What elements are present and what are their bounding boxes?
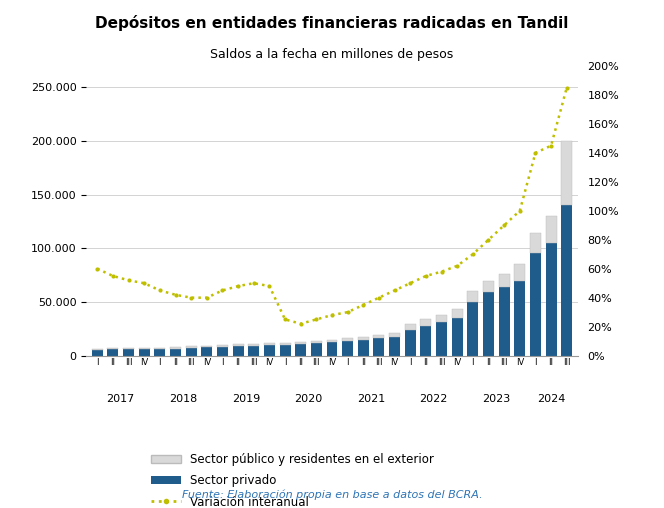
Bar — [123, 350, 134, 356]
Text: 2021: 2021 — [357, 395, 385, 404]
Text: Saldos a la fecha en millones de pesos: Saldos a la fecha en millones de pesos — [210, 48, 454, 61]
Bar — [436, 315, 447, 323]
Bar — [264, 343, 275, 345]
Bar — [264, 345, 275, 356]
Bar — [327, 339, 337, 342]
Bar — [342, 338, 353, 341]
Bar — [280, 345, 291, 356]
Bar — [389, 333, 400, 337]
Bar — [170, 348, 181, 356]
Bar — [499, 274, 509, 287]
Legend: Sector público y residentes en el exterior, Sector privado, Variación interanual: Sector público y residentes en el exteri… — [147, 449, 439, 508]
Bar — [483, 280, 494, 292]
Bar — [405, 325, 416, 330]
Bar — [373, 335, 384, 338]
Bar — [420, 326, 432, 356]
Bar — [530, 233, 541, 252]
Bar — [452, 318, 463, 356]
Bar — [217, 345, 228, 347]
Bar — [358, 340, 369, 356]
Bar — [201, 347, 212, 356]
Bar — [248, 344, 259, 346]
Bar — [515, 280, 525, 356]
Bar — [139, 349, 149, 356]
Bar — [280, 343, 291, 345]
Text: 2020: 2020 — [294, 395, 323, 404]
Bar — [123, 348, 134, 350]
Bar — [499, 287, 509, 356]
Text: 2017: 2017 — [107, 395, 135, 404]
Bar — [186, 348, 197, 356]
Bar — [232, 346, 244, 356]
Text: 2018: 2018 — [169, 395, 197, 404]
Bar — [515, 265, 525, 280]
Bar — [483, 292, 494, 356]
Bar — [155, 347, 165, 349]
Bar — [295, 344, 306, 356]
Bar — [373, 338, 384, 356]
Bar — [108, 350, 118, 356]
Text: 2019: 2019 — [232, 395, 260, 404]
Text: Fuente: Elaboración propia en base a datos del BCRA.: Fuente: Elaboración propia en base a dat… — [182, 490, 482, 500]
Bar — [420, 319, 432, 326]
Bar — [295, 342, 306, 344]
Bar — [530, 252, 541, 356]
Bar — [155, 349, 165, 356]
Bar — [342, 341, 353, 356]
Text: 2024: 2024 — [537, 395, 565, 404]
Bar — [92, 348, 103, 350]
Bar — [467, 302, 478, 356]
Bar — [327, 342, 337, 356]
Bar — [217, 347, 228, 356]
Bar — [546, 243, 556, 356]
Bar — [405, 330, 416, 356]
Bar — [139, 348, 149, 349]
Bar — [92, 350, 103, 356]
Bar — [186, 346, 197, 348]
Bar — [232, 344, 244, 346]
Text: 2022: 2022 — [420, 395, 448, 404]
Bar — [311, 341, 322, 343]
Bar — [561, 205, 572, 356]
Bar — [546, 216, 556, 243]
Text: 2023: 2023 — [482, 395, 511, 404]
Bar — [108, 348, 118, 350]
Bar — [170, 347, 181, 348]
Bar — [436, 323, 447, 356]
Bar — [311, 343, 322, 356]
Bar — [467, 291, 478, 302]
Bar — [561, 141, 572, 205]
Text: Depósitos en entidades financieras radicadas en Tandil: Depósitos en entidades financieras radic… — [96, 15, 568, 31]
Bar — [201, 345, 212, 347]
Bar — [248, 346, 259, 356]
Bar — [389, 337, 400, 356]
Bar — [358, 337, 369, 340]
Bar — [452, 309, 463, 318]
